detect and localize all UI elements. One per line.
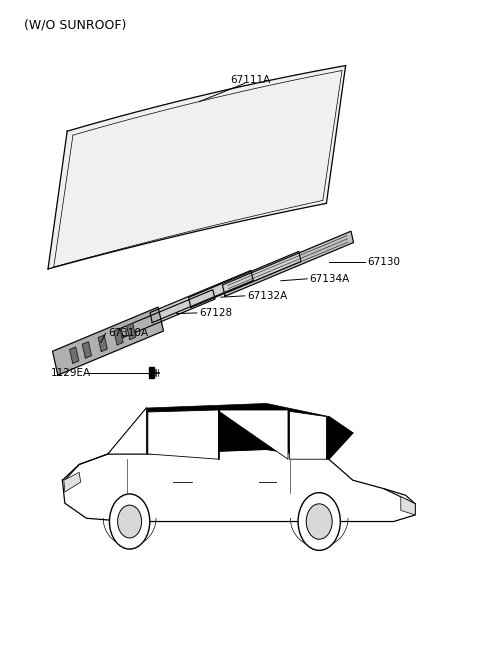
Polygon shape <box>121 290 215 337</box>
Polygon shape <box>108 408 146 454</box>
Circle shape <box>118 505 142 538</box>
Polygon shape <box>70 347 79 363</box>
Polygon shape <box>114 329 123 345</box>
Text: 67310A: 67310A <box>108 328 148 338</box>
Text: 67111A: 67111A <box>230 75 271 85</box>
Text: 67132A: 67132A <box>247 291 288 301</box>
Polygon shape <box>222 231 354 297</box>
Polygon shape <box>52 307 164 375</box>
Text: 1129EA: 1129EA <box>50 367 91 378</box>
Polygon shape <box>98 335 107 352</box>
Polygon shape <box>220 410 288 459</box>
Polygon shape <box>148 410 218 459</box>
Text: 67128: 67128 <box>199 308 232 318</box>
Polygon shape <box>189 251 301 308</box>
Polygon shape <box>83 342 91 358</box>
Polygon shape <box>146 403 353 459</box>
Text: 67130: 67130 <box>367 257 400 268</box>
Text: 67134A: 67134A <box>310 274 350 284</box>
Circle shape <box>298 493 340 550</box>
Polygon shape <box>62 449 415 522</box>
Circle shape <box>306 504 332 539</box>
Polygon shape <box>127 323 136 340</box>
Polygon shape <box>48 66 346 269</box>
Polygon shape <box>150 270 253 323</box>
Polygon shape <box>64 472 81 492</box>
Polygon shape <box>401 497 415 515</box>
Polygon shape <box>289 411 326 459</box>
Text: (W/O SUNROOF): (W/O SUNROOF) <box>24 18 126 31</box>
Circle shape <box>109 494 150 549</box>
Polygon shape <box>149 367 154 378</box>
